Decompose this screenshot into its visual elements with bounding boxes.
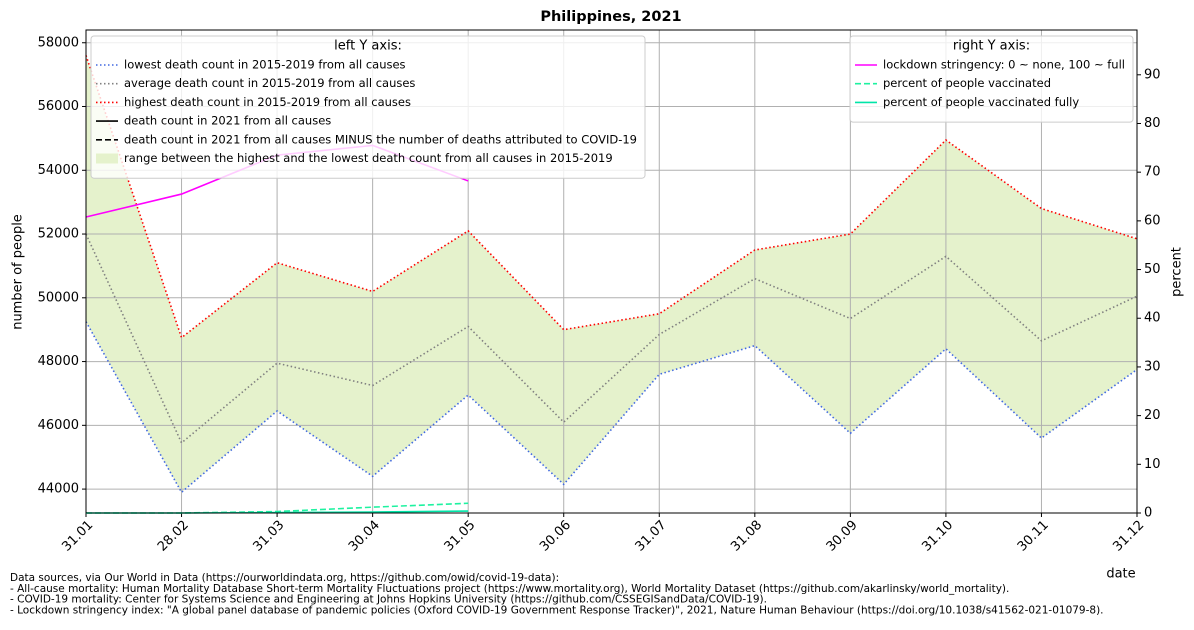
footnote: Data sources, via Our World in Data (htt… (10, 572, 559, 584)
y2-tick-label: 80 (1144, 116, 1161, 131)
x-tick-label: 30.09 (824, 518, 861, 555)
x-tick-label: 31.05 (442, 518, 479, 555)
x-tick-label: 31.08 (728, 518, 765, 555)
footnote: - All-cause mortality: Human Mortality D… (10, 583, 1009, 595)
y-tick-label: 58000 (38, 35, 79, 50)
y2-tick-label: 90 (1144, 67, 1161, 82)
legend-label: highest death count in 2015-2019 from al… (124, 95, 411, 109)
footnote: - Lockdown stringency index: "A global p… (10, 604, 1104, 616)
y-tick-label: 52000 (38, 227, 79, 242)
legend-swatch (96, 153, 118, 164)
y2-tick-label: 10 (1144, 457, 1161, 472)
x-tick-label: 31.10 (919, 518, 956, 555)
range-band (86, 55, 1137, 493)
y2-axis-label: percent (1170, 247, 1185, 297)
line-series (85, 233, 1138, 445)
legend-box (90, 35, 646, 179)
legend-label: average death count in 2015-2019 from al… (124, 76, 415, 90)
x-tick-label: 31.01 (59, 518, 96, 555)
x-tick-label: 30.06 (537, 518, 574, 555)
legend-label: percent of people vaccinated (883, 76, 1051, 90)
x-tick-label: 31.03 (250, 518, 287, 555)
legend-label: lockdown stringency: 0 ~ none, 100 ~ ful… (883, 58, 1125, 72)
plot-frame (85, 29, 1138, 514)
x-axis-label: date (1106, 567, 1135, 582)
y2-tick-label: 60 (1144, 213, 1161, 228)
y-axis-label: number of people (11, 214, 26, 330)
chart-title: Philippines, 2021 (540, 9, 681, 25)
x-tick-label: 31.12 (1110, 518, 1147, 555)
legend-label: percent of people vaccinated fully (883, 95, 1079, 109)
legend-box (849, 35, 1134, 123)
y2-tick-label: 40 (1144, 311, 1161, 326)
y-tick-label: 54000 (38, 163, 79, 178)
y-tick-label: 50000 (38, 290, 79, 305)
legend-label: death count in 2021 from all causes MINU… (124, 132, 637, 146)
legend-title: left Y axis: (334, 39, 402, 54)
y-tick-label: 46000 (38, 418, 79, 433)
x-tick-label: 28.02 (155, 518, 192, 555)
legend-label: lowest death count in 2015-2019 from all… (124, 58, 406, 72)
line-series (85, 321, 1138, 494)
y-tick-label: 48000 (38, 354, 79, 369)
x-tick-label: 30.11 (1015, 518, 1052, 555)
footnote: - COVID-19 mortality: Center for Systems… (10, 594, 767, 606)
y2-tick-label: 50 (1144, 262, 1161, 277)
y2-tick-label: 70 (1144, 165, 1161, 180)
y2-tick-label: 20 (1144, 408, 1161, 423)
x-tick-label: 30.04 (346, 518, 383, 555)
legend-label: range between the highest and the lowest… (124, 151, 613, 165)
y-tick-label: 44000 (38, 482, 79, 497)
legend-label: death count in 2021 from all causes (124, 114, 331, 128)
y2-tick-label: 30 (1144, 359, 1161, 374)
x-tick-label: 31.07 (633, 518, 670, 555)
y2-tick-label: 0 (1144, 506, 1152, 521)
y-tick-label: 56000 (38, 99, 79, 114)
legend-title: right Y axis: (953, 39, 1030, 54)
